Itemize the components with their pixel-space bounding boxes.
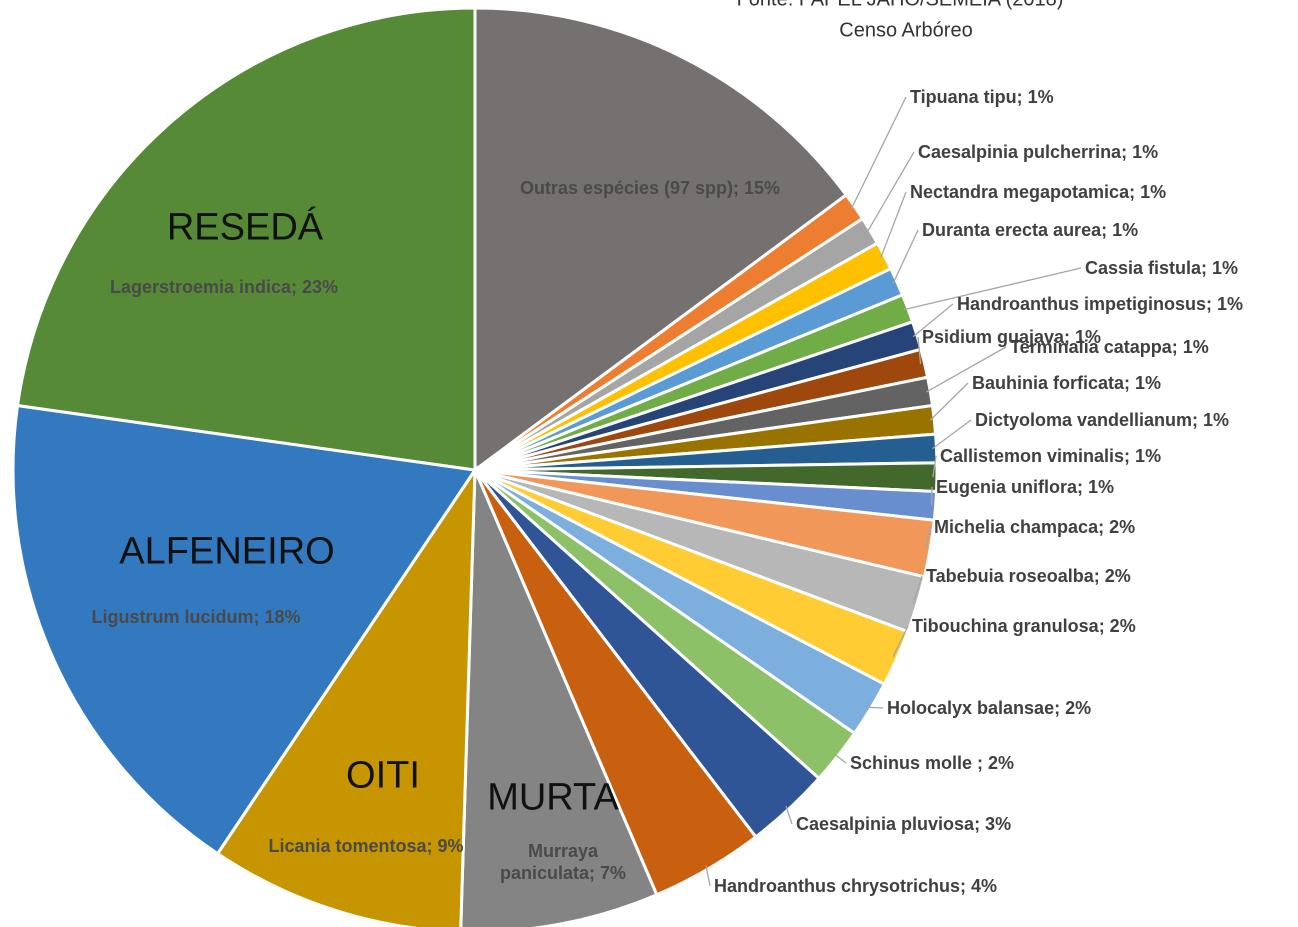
annotation: ALFENEIRO [119,530,335,573]
pie-slice [15,6,477,472]
leader-line [925,346,1007,393]
annotation: MURTA [487,776,619,819]
data-label: Caesalpinia pluviosa; 3% [796,814,1012,834]
data-label: Tabebuia roseoalba; 2% [926,566,1131,586]
leader-line [850,96,907,210]
leader-line [892,229,919,284]
pie-slice [215,464,477,927]
data-label: Handroanthus impetiginosus; 1% [957,294,1244,314]
leader-line [917,336,922,365]
annotation: RESEDÁ [166,206,324,249]
leader-line [833,753,847,764]
pie-slice [11,403,478,856]
leader-line [903,267,1082,311]
leader-line [932,455,937,478]
data-label: Murraya paniculata; 7% [499,841,627,883]
data-label: Cassia fistula; 1% [1085,258,1239,278]
data-label: Lagerstroemia indica; 23% [109,277,339,297]
data-label: Tipuana tipu; 1% [910,87,1054,107]
data-label: Duranta erecta aurea; 1% [922,220,1139,240]
leader-line [925,526,931,549]
leader-line [892,625,909,658]
chart-source: Fonte: PAPEL JAHO/SEMEIA (2018) [737,0,1064,12]
annotation: OITI [346,754,420,797]
leader-line [866,151,915,234]
data-label: Nectandra megapotamica; 1% [910,182,1167,202]
leader-line [912,575,923,604]
data-label: Schinus molle ; 2% [850,753,1015,773]
leader-line [880,191,907,258]
data-label: Psidium guajava; 1% [922,327,1102,347]
data-label: Callistemon viminalis; 1% [940,446,1162,466]
pie-slice [459,469,659,927]
leader-line [866,706,884,709]
data-label: Michelia champaca; 2% [934,517,1136,537]
data-label: Outras espécies (97 spp); 15% [519,178,781,198]
leader-line [705,865,711,887]
data-label: Handroanthus chrysotrichus; 4% [714,876,998,896]
leader-line [912,303,954,338]
data-label: Bauhinia forficata; 1% [972,373,1162,393]
leader-line [785,805,793,825]
data-label: Terminalia catappa; 1% [1010,337,1209,357]
data-label: Holocalyx balansae; 2% [887,698,1092,718]
leader-line [932,419,972,450]
data-label: Tibouchina granulosa; 2% [912,616,1136,636]
chart-title: Censo Arbóreo [839,19,973,42]
pie-slice [473,6,849,473]
data-label: Caesalpinia pulcherrina; 1% [918,142,1159,162]
leader-line [929,382,969,421]
data-label: Ligustrum lucidum; 18% [91,607,301,627]
data-label: Eugenia uniflora; 1% [936,477,1115,497]
data-label: Licania tomentosa; 9% [268,836,464,856]
data-label: Dictyoloma vandellianum; 1% [975,410,1230,430]
